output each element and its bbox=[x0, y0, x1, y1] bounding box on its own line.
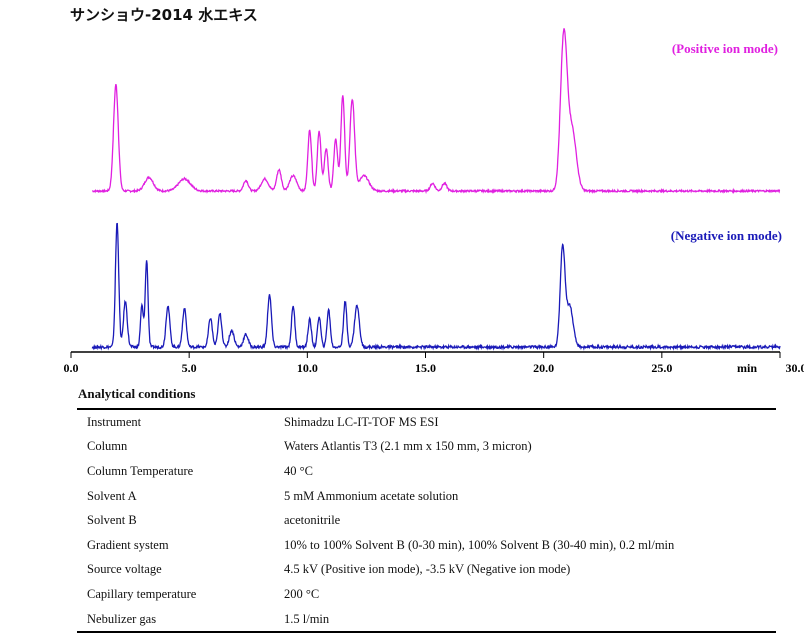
x-tick-label: 20.0 bbox=[533, 361, 554, 375]
positive-mode-trace bbox=[92, 28, 781, 195]
x-tick-label: 15.0 bbox=[415, 361, 436, 375]
condition-value: Shimadzu LC-IT-TOF MS ESI bbox=[284, 414, 439, 429]
table-row: Capillary temperature 200 °C bbox=[77, 582, 776, 607]
positive-mode-label: (Positive ion mode) bbox=[672, 41, 778, 56]
chromatogram-traces bbox=[91, 28, 781, 351]
table-row: Instrument Shimadzu LC-IT-TOF MS ESI bbox=[77, 409, 776, 435]
x-tick-label: 0.0 bbox=[64, 361, 79, 375]
condition-label: Instrument bbox=[87, 414, 142, 429]
condition-value: 10% to 100% Solvent B (0-30 min), 100% S… bbox=[284, 537, 675, 552]
table-row: Source voltage 4.5 kV (Positive ion mode)… bbox=[77, 558, 776, 583]
condition-value: 200 °C bbox=[284, 586, 320, 601]
condition-value: Waters Atlantis T3 (2.1 mm x 150 mm, 3 m… bbox=[284, 439, 532, 454]
condition-label: Column Temperature bbox=[87, 463, 194, 478]
condition-value: 1.5 l/min bbox=[284, 611, 330, 626]
conditions-table: Instrument Shimadzu LC-IT-TOF MS ESI Colum… bbox=[77, 408, 776, 634]
x-axis-unit-label: min bbox=[737, 361, 757, 375]
condition-value: 40 °C bbox=[284, 463, 313, 478]
condition-label: Gradient system bbox=[87, 537, 169, 552]
condition-label: Nebulizer gas bbox=[87, 611, 157, 626]
condition-value: acetonitrile bbox=[284, 513, 341, 528]
x-tick-label: 10.0 bbox=[297, 361, 318, 375]
table-row: Solvent A 5 mM Ammonium acetate solution bbox=[77, 484, 776, 509]
x-tick-label: 30.0 bbox=[786, 361, 804, 375]
table-row: Column Temperature 40 °C bbox=[77, 459, 776, 484]
page-title: サンショウ-2014 水エキス bbox=[70, 6, 258, 24]
table-row: Solvent B acetonitrile bbox=[77, 508, 776, 533]
negative-mode-trace bbox=[91, 222, 781, 351]
chromatogram-chart: 0.0 5.0 10.0 15.0 20.0 25.0 30.0 (Positive ion… bbox=[64, 28, 804, 375]
table-row: Gradient system 10% to 100% Solvent B (0-… bbox=[77, 533, 776, 558]
condition-label: Solvent B bbox=[87, 513, 137, 528]
conditions-heading: Analytical conditions bbox=[78, 386, 196, 401]
table-row: Nebulizer gas 1.5 l/min bbox=[77, 607, 776, 633]
condition-value: 5 mM Ammonium acetate solution bbox=[284, 488, 459, 503]
condition-label: Source voltage bbox=[87, 562, 162, 577]
negative-mode-label: (Negative ion mode) bbox=[671, 228, 782, 243]
table-row: Column Waters Atlantis T3 (2.1 mm x 150 m… bbox=[77, 435, 776, 460]
condition-value: 4.5 kV (Positive ion mode), -3.5 kV (Neg… bbox=[284, 562, 571, 577]
condition-label: Capillary temperature bbox=[87, 586, 197, 601]
x-tick-label: 5.0 bbox=[182, 361, 197, 375]
condition-label: Solvent A bbox=[87, 488, 137, 503]
x-tick-label: 25.0 bbox=[651, 361, 672, 375]
condition-label: Column bbox=[87, 439, 128, 454]
x-axis-ticks: 0.0 5.0 10.0 15.0 20.0 25.0 30.0 bbox=[64, 352, 804, 375]
